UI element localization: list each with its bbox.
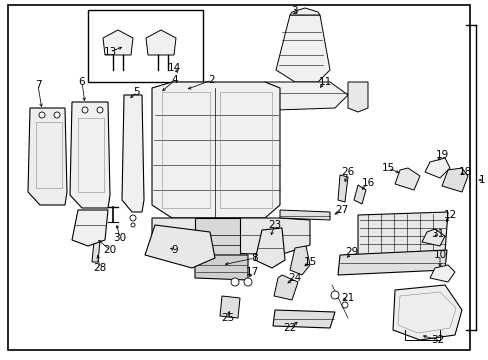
Polygon shape xyxy=(272,310,334,328)
Text: 10: 10 xyxy=(432,250,446,260)
Text: 6: 6 xyxy=(79,77,85,87)
Text: 13: 13 xyxy=(103,47,116,57)
Text: 17: 17 xyxy=(245,267,258,277)
Circle shape xyxy=(341,302,347,308)
Text: 9: 9 xyxy=(171,245,178,255)
Text: 11: 11 xyxy=(318,77,331,87)
Text: 22: 22 xyxy=(283,323,296,333)
Circle shape xyxy=(230,278,239,286)
Text: 27: 27 xyxy=(335,205,348,215)
Text: 14: 14 xyxy=(167,63,180,73)
Text: 24: 24 xyxy=(288,273,301,283)
Polygon shape xyxy=(145,225,215,268)
Text: 12: 12 xyxy=(443,210,456,220)
Circle shape xyxy=(131,223,135,227)
Polygon shape xyxy=(152,218,309,255)
Text: 21: 21 xyxy=(341,293,354,303)
Text: 30: 30 xyxy=(113,233,126,243)
Polygon shape xyxy=(337,175,347,202)
Polygon shape xyxy=(146,30,176,55)
Text: 3: 3 xyxy=(290,6,297,16)
Polygon shape xyxy=(347,82,367,112)
Bar xyxy=(88,10,203,82)
Polygon shape xyxy=(289,8,319,15)
Polygon shape xyxy=(289,246,309,275)
Circle shape xyxy=(244,278,251,286)
Polygon shape xyxy=(103,30,133,55)
Polygon shape xyxy=(273,275,297,300)
Polygon shape xyxy=(275,15,329,82)
Text: 4: 4 xyxy=(171,75,178,85)
Text: 32: 32 xyxy=(430,335,444,345)
Polygon shape xyxy=(254,228,285,268)
Polygon shape xyxy=(357,212,447,255)
Text: 15: 15 xyxy=(381,163,394,173)
Polygon shape xyxy=(421,229,444,246)
Circle shape xyxy=(330,291,338,299)
Polygon shape xyxy=(392,285,461,340)
Polygon shape xyxy=(280,210,329,220)
Text: 29: 29 xyxy=(345,247,358,257)
Polygon shape xyxy=(337,250,446,275)
Polygon shape xyxy=(70,102,110,208)
Polygon shape xyxy=(195,218,240,255)
Text: 25: 25 xyxy=(221,313,234,323)
Polygon shape xyxy=(72,210,108,246)
Text: 31: 31 xyxy=(430,229,444,239)
Polygon shape xyxy=(262,82,347,110)
Polygon shape xyxy=(424,158,449,178)
Circle shape xyxy=(82,107,88,113)
Polygon shape xyxy=(28,108,67,205)
Text: 19: 19 xyxy=(434,150,447,160)
Polygon shape xyxy=(394,168,419,190)
Polygon shape xyxy=(92,230,101,262)
Text: 23: 23 xyxy=(268,220,281,230)
Text: 8: 8 xyxy=(251,253,258,263)
Text: 26: 26 xyxy=(341,167,354,177)
Circle shape xyxy=(54,112,60,118)
Polygon shape xyxy=(152,82,280,218)
Text: 28: 28 xyxy=(93,263,106,273)
Polygon shape xyxy=(429,265,454,282)
Polygon shape xyxy=(441,168,467,192)
Polygon shape xyxy=(122,95,143,212)
Text: 2: 2 xyxy=(208,75,215,85)
Circle shape xyxy=(97,107,103,113)
Circle shape xyxy=(39,112,45,118)
Text: 20: 20 xyxy=(103,245,116,255)
Text: 5: 5 xyxy=(133,87,140,97)
Text: 7: 7 xyxy=(35,80,41,90)
Text: 1: 1 xyxy=(478,175,484,185)
Polygon shape xyxy=(220,296,240,318)
Text: 16: 16 xyxy=(361,178,374,188)
Text: 15: 15 xyxy=(303,257,316,267)
Text: 18: 18 xyxy=(457,167,470,177)
Polygon shape xyxy=(353,185,365,204)
Circle shape xyxy=(130,215,136,221)
Polygon shape xyxy=(195,255,247,280)
